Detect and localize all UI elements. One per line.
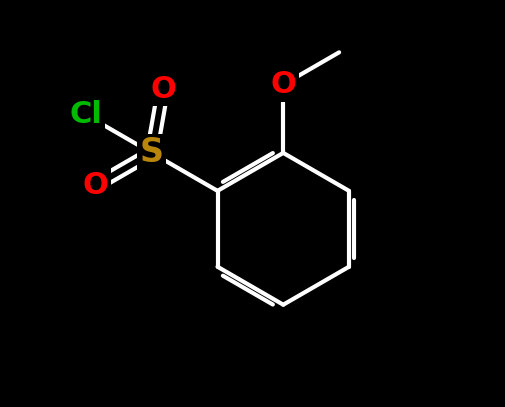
Text: O: O — [270, 70, 295, 99]
Text: O: O — [83, 171, 109, 200]
Text: Cl: Cl — [70, 101, 103, 129]
Text: O: O — [150, 75, 176, 104]
Text: S: S — [139, 136, 164, 169]
